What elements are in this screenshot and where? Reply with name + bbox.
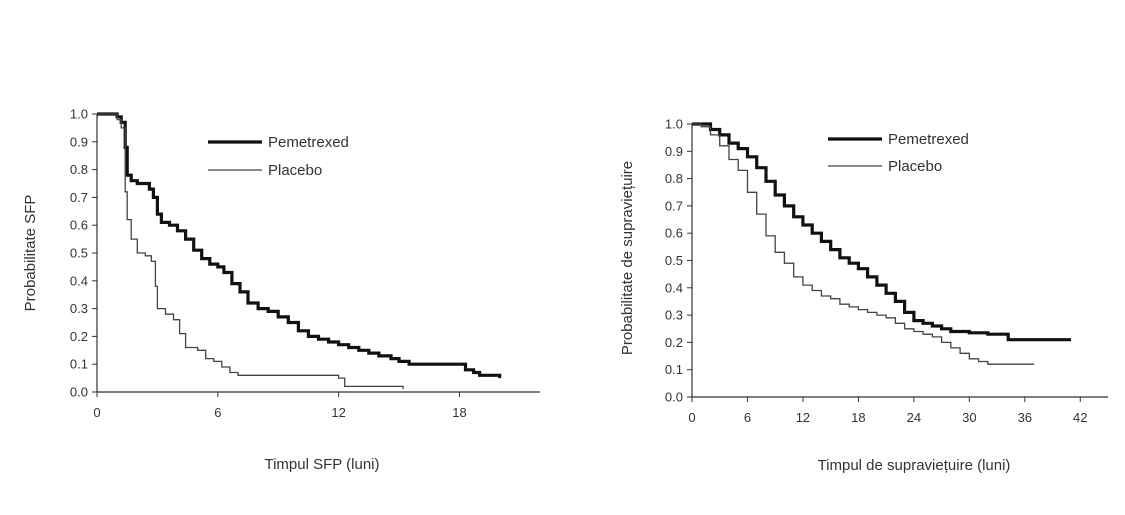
chart2-x-axis-title: Timpul de supraviețuire (luni) xyxy=(818,457,1011,474)
chart2-y-tick-label: 0.7 xyxy=(665,198,683,213)
chart1-legend-label-pemetrexed: Pemetrexed xyxy=(268,134,349,151)
chart2-legend-label-placebo: Placebo xyxy=(888,158,942,175)
chart1-x-tick-label: 12 xyxy=(331,405,345,420)
chart2-y-tick-label: 0.6 xyxy=(665,226,683,241)
chart1-series-placebo-line xyxy=(97,113,404,390)
chart1-y-tick-label: 0.7 xyxy=(70,190,88,205)
chart2-y-tick-label: 0.5 xyxy=(665,253,683,268)
chart1-x-axis-title: Timpul SFP (luni) xyxy=(264,456,379,473)
chart1-x-tick-label: 0 xyxy=(93,405,100,420)
chart2-y-tick-label: 1.0 xyxy=(665,117,683,132)
chart2-y-tick-label: 0.1 xyxy=(665,362,683,377)
chart1-y-tick-label: 0.5 xyxy=(70,246,88,261)
chart2-legend-label-pemetrexed: Pemetrexed xyxy=(888,131,969,148)
chart2-x-tick-label: 12 xyxy=(796,410,810,425)
chart1-x-tick-label: 6 xyxy=(214,405,221,420)
chart1-series-pemetrexed-line xyxy=(97,112,502,379)
chart2-x-tick-label: 30 xyxy=(962,410,976,425)
chart1-y-tick-label: 0.1 xyxy=(70,357,88,372)
chart1-y-tick-label: 0.8 xyxy=(70,162,88,177)
chart1-y-tick-label: 0.9 xyxy=(70,134,88,149)
chart2-y-tick-label: 0.2 xyxy=(665,335,683,350)
chart1-y-axis-title: Probabilitate SFP xyxy=(22,195,39,312)
chart1-legend-label-placebo: Placebo xyxy=(268,162,322,179)
chart2-y-axis-title: Probabilitate de supraviețuire xyxy=(619,161,636,355)
chart1-y-tick-label: 0.4 xyxy=(70,273,88,288)
chart2-y-tick-label: 0.3 xyxy=(665,308,683,323)
chart2-series-pemetrexed-line xyxy=(692,122,1071,342)
chart2-x-tick-label: 18 xyxy=(851,410,865,425)
chart1-x-tick-label: 18 xyxy=(452,405,466,420)
chart2-x-tick-label: 6 xyxy=(744,410,751,425)
chart2-y-tick-label: 0.8 xyxy=(665,171,683,186)
chart1-y-tick-label: 0.6 xyxy=(70,218,88,233)
chart2-y-tick-label: 0.4 xyxy=(665,280,683,295)
chart1-y-tick-label: 0.0 xyxy=(70,385,88,400)
chart1-y-tick-label: 0.2 xyxy=(70,329,88,344)
chart2-x-tick-label: 36 xyxy=(1018,410,1032,425)
chart1-y-tick-label: 1.0 xyxy=(70,107,88,122)
chart2-x-tick-label: 42 xyxy=(1073,410,1087,425)
chart2-x-tick-label: 0 xyxy=(688,410,695,425)
chart2-series-placebo-line xyxy=(692,123,1034,365)
chart1-y-tick-label: 0.3 xyxy=(70,301,88,316)
chart2-y-tick-label: 0.9 xyxy=(665,144,683,159)
chart2-y-tick-label: 0.0 xyxy=(665,390,683,405)
chart2-x-tick-label: 24 xyxy=(907,410,921,425)
